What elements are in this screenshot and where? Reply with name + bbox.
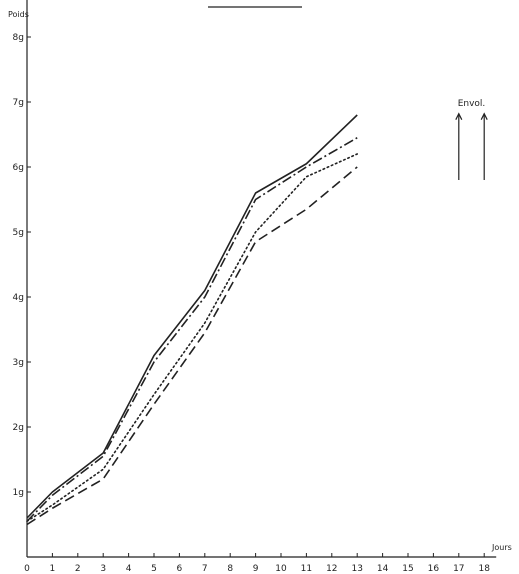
axes: 0 1 2 3 4 5 6 7 8 9 10 11 12 13 14 15 16 17 181g2g3g4g5g6g… xyxy=(13,0,497,574)
y-tick-label: 2g xyxy=(13,423,24,433)
y-axis-title: Poids xyxy=(8,10,29,19)
series-line-dashdot xyxy=(26,137,358,522)
x-tick-label: 5 xyxy=(151,564,157,574)
x-tick-label: 0 xyxy=(24,564,30,574)
x-tick-label: 14 xyxy=(377,564,389,574)
y-tick-label: 4g xyxy=(13,293,24,303)
x-tick-label: 6 xyxy=(177,564,183,574)
x-axis-title: Jours xyxy=(491,543,512,552)
x-tick-label: 13 xyxy=(351,564,362,574)
x-tick-label: 4 xyxy=(126,564,132,574)
x-tick-label: 12 xyxy=(326,564,337,574)
series-line-dashed xyxy=(26,166,358,526)
envol-label: Envol. xyxy=(458,99,486,109)
y-tick-label: 3g xyxy=(13,358,24,368)
x-tick-label: 7 xyxy=(202,564,208,574)
x-tick-label: 11 xyxy=(301,564,312,574)
x-tick-label: 2 xyxy=(75,564,81,574)
x-tick-label: 10 xyxy=(275,564,287,574)
y-tick-label: 6g xyxy=(13,163,24,173)
y-tick-label: 1g xyxy=(13,488,24,498)
series-layer xyxy=(26,114,359,526)
x-tick-label: 17 xyxy=(453,564,464,574)
x-tick-label: 3 xyxy=(100,564,106,574)
x-tick-label: 15 xyxy=(402,564,413,574)
x-tick-label: 16 xyxy=(428,564,440,574)
y-tick-label: 8g xyxy=(13,33,24,43)
x-tick-label: 18 xyxy=(478,564,490,574)
x-tick-label: 9 xyxy=(253,564,259,574)
envol-arrow-head xyxy=(480,112,488,120)
series-line-dotted xyxy=(26,153,359,523)
x-tick-label: 1 xyxy=(50,564,56,574)
envol-arrow-head xyxy=(455,112,463,120)
y-tick-label: 7g xyxy=(13,98,24,108)
series-line-solid xyxy=(26,114,358,519)
x-tick-label: 8 xyxy=(227,564,233,574)
annotation-layer: Envol. xyxy=(455,99,488,180)
y-tick-label: 5g xyxy=(13,228,24,238)
